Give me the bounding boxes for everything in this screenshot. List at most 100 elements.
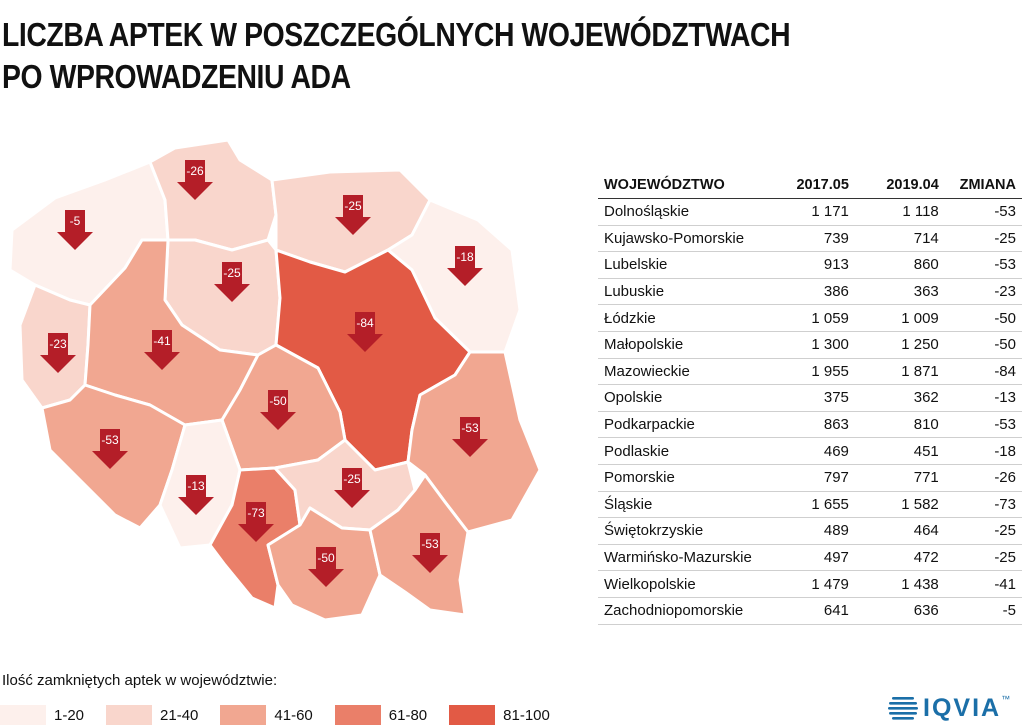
region-change-label: -53: [461, 421, 479, 435]
region-arrow-swietokrzyskie: -25: [334, 468, 370, 508]
cell-region: Lubelskie: [598, 251, 773, 279]
down-arrow-icon: [447, 246, 483, 286]
table-row: Pomorskie 797 771 -26: [598, 464, 1022, 492]
cell-region: Warmińsko-Mazurskie: [598, 544, 773, 572]
cell-2017: 641: [772, 597, 855, 625]
cell-2017: 1 655: [772, 491, 855, 519]
cell-2017: 913: [772, 251, 855, 279]
down-arrow-icon: [40, 333, 76, 373]
region-change-label: -13: [187, 479, 205, 493]
cell-change: -53: [944, 251, 1022, 279]
table-row: Śląskie 1 655 1 582 -73: [598, 491, 1022, 519]
cell-2019: 1 871: [854, 358, 945, 386]
iqvia-logo-mark: [888, 696, 918, 720]
cell-change: -53: [944, 411, 1022, 439]
region-arrow-malopolskie: -50: [308, 547, 344, 587]
iqvia-logo-text: IQVIA: [923, 694, 1002, 722]
table-row: Zachodniopomorskie 641 636 -5: [598, 597, 1022, 625]
cell-2019: 363: [854, 278, 945, 306]
col-header-change: ZMIANA: [944, 172, 1022, 199]
pharmacy-table: WOJEWÓDZTWO 2017.05 2019.04 ZMIANA Dolno…: [598, 172, 1022, 625]
region-change-label: -73: [247, 506, 265, 520]
pharmacy-table-container: WOJEWÓDZTWO 2017.05 2019.04 ZMIANA Dolno…: [598, 172, 1024, 625]
down-arrow-icon: [177, 160, 213, 200]
cell-2019: 1 438: [854, 570, 945, 598]
region-change-label: -53: [101, 433, 119, 447]
legend-title: Ilość zamkniętych aptek w województwie:: [2, 672, 278, 689]
region-arrow-podkarpackie: -53: [412, 533, 448, 573]
table-row: Łódzkie 1 059 1 009 -50: [598, 304, 1022, 332]
cell-change: -18: [944, 437, 1022, 465]
region-change-label: -23: [49, 337, 67, 351]
legend-label: 1-20: [54, 706, 85, 724]
cell-change: -13: [944, 384, 1022, 412]
region-podkarpackie: [368, 473, 470, 617]
down-arrow-icon: [92, 429, 128, 469]
iqvia-logo: IQVIA ™: [888, 694, 1010, 723]
table-row: Wielkopolskie 1 479 1 438 -41: [598, 570, 1022, 598]
table-row: Mazowieckie 1 955 1 871 -84: [598, 358, 1022, 386]
table-row: Świętokrzyskie 489 464 -25: [598, 517, 1022, 545]
down-arrow-icon: [238, 502, 274, 542]
cell-region: Lubuskie: [598, 278, 773, 306]
cell-2019: 714: [854, 225, 945, 253]
region-change-label: -25: [223, 266, 241, 280]
cell-region: Podkarpackie: [598, 411, 773, 439]
region-change-label: -25: [344, 199, 362, 213]
title-line-2: PO WPROWADZENIU ADA: [2, 58, 351, 95]
legend-label: 81-100: [503, 706, 550, 724]
legend-item: 21-40: [106, 705, 198, 725]
cell-change: -26: [944, 464, 1022, 492]
cell-2019: 472: [854, 544, 945, 572]
cell-region: Kujawsko-Pomorskie: [598, 225, 773, 253]
region-change-label: -25: [343, 472, 361, 486]
cell-change: -5: [944, 597, 1022, 625]
cell-2019: 1 118: [854, 198, 945, 226]
page-title: LICZBA APTEK W POSZCZEGÓLNYCH WOJEWÓDZTW…: [2, 14, 791, 98]
col-header-2019: 2019.04: [854, 172, 945, 199]
cell-region: Małopolskie: [598, 331, 773, 359]
region-arrow-kujawsko-pomorskie: -25: [214, 262, 250, 302]
cell-2019: 860: [854, 251, 945, 279]
legend-swatch: [0, 705, 46, 725]
table-row: Warmińsko-Mazurskie 497 472 -25: [598, 544, 1022, 572]
table-row: Opolskie 375 362 -13: [598, 384, 1022, 412]
down-arrow-icon: [214, 262, 250, 302]
cell-2019: 636: [854, 597, 945, 625]
table-row: Lubelskie 913 860 -53: [598, 251, 1022, 279]
cell-region: Pomorskie: [598, 464, 773, 492]
cell-2017: 797: [772, 464, 855, 492]
legend-label: 41-60: [274, 706, 313, 724]
region-change-label: -5: [70, 214, 81, 228]
cell-2019: 1 582: [854, 491, 945, 519]
region-change-label: -84: [356, 316, 374, 330]
region-arrow-zachodniopomorskie: -5: [57, 210, 93, 250]
legend: 1-20 21-40 41-60 61-80 81-100: [0, 705, 572, 725]
legend-label: 21-40: [160, 706, 199, 724]
down-arrow-icon: [57, 210, 93, 250]
cell-2019: 810: [854, 411, 945, 439]
cell-region: Dolnośląskie: [598, 198, 773, 226]
cell-region: Podlaskie: [598, 437, 773, 465]
cell-2017: 375: [772, 384, 855, 412]
legend-item: 81-100: [449, 705, 550, 725]
table-row: Podlaskie 469 451 -18: [598, 437, 1022, 465]
table-row: Lubuskie 386 363 -23: [598, 278, 1022, 306]
poland-voivodeship-map: -5 -26 -25 -18 -25 -23 -41 -84 -50 -53 -53 -13 -73 -2…: [8, 138, 542, 620]
region-arrow-podlaskie: -18: [447, 246, 483, 286]
col-header-region: WOJEWÓDZTWO: [598, 172, 773, 199]
legend-item: 41-60: [220, 705, 313, 725]
down-arrow-icon: [335, 195, 371, 235]
cell-2017: 489: [772, 517, 855, 545]
region-change-label: -50: [269, 394, 287, 408]
legend-swatch: [106, 705, 153, 725]
region-arrow-lubelskie: -53: [452, 417, 488, 457]
table-row: Małopolskie 1 300 1 250 -50: [598, 331, 1022, 359]
cell-2017: 386: [772, 278, 855, 306]
region-arrow-pomorskie: -26: [177, 160, 213, 200]
table-row: Dolnośląskie 1 171 1 118 -53: [598, 198, 1022, 226]
cell-change: -41: [944, 570, 1022, 598]
legend-item: 61-80: [334, 705, 427, 725]
down-arrow-icon: [260, 390, 296, 430]
region-pomorskie: [148, 138, 278, 252]
